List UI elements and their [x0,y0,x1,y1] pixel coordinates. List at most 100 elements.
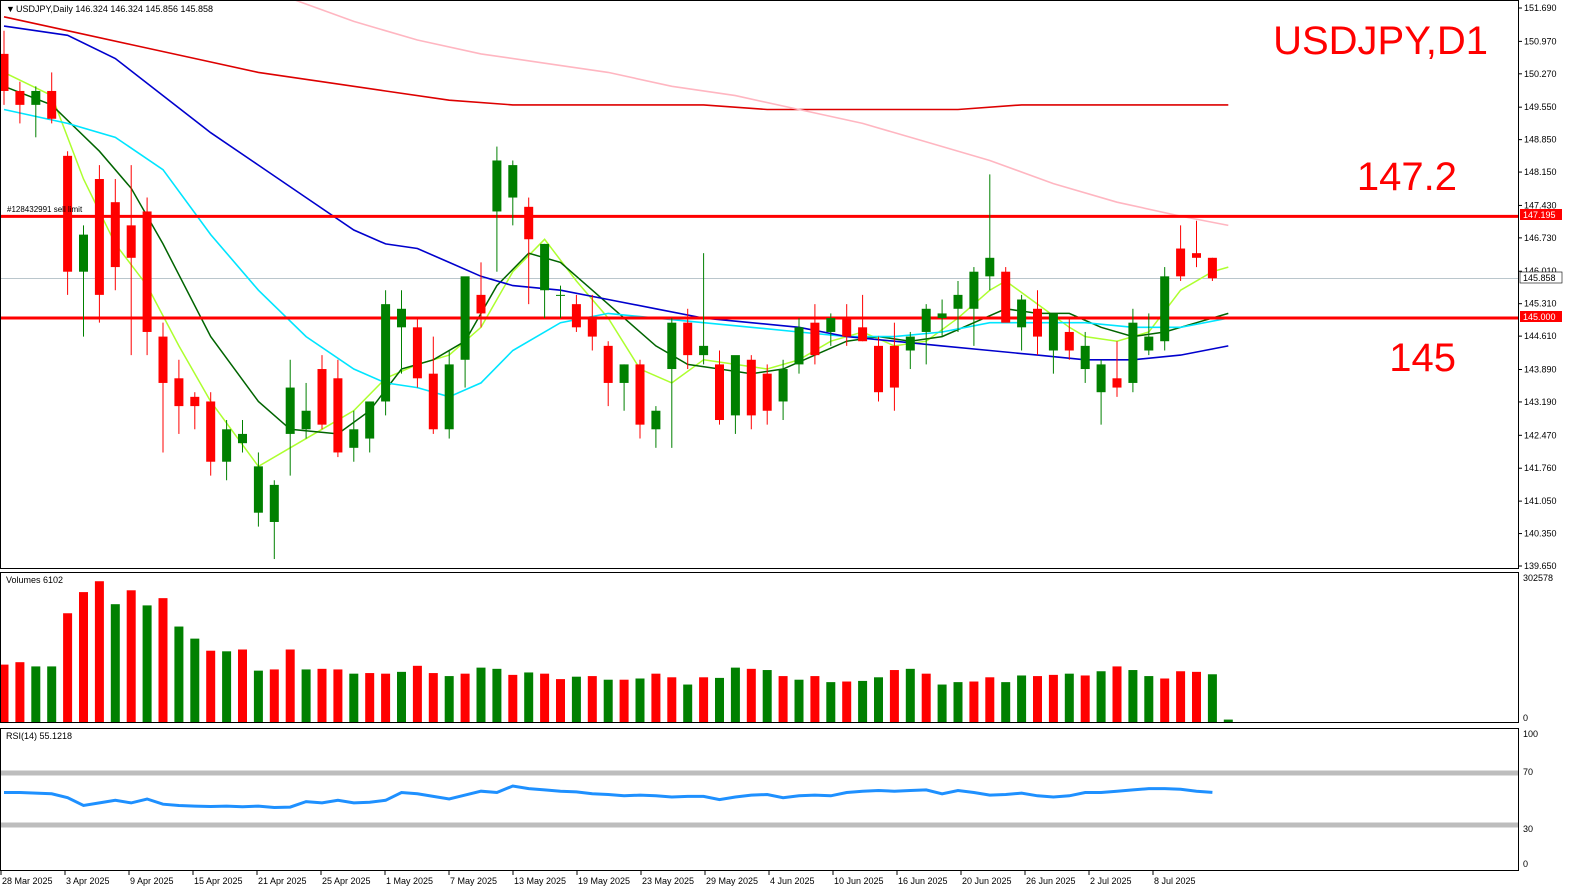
candle [683,308,693,370]
candle-body [842,318,852,337]
volume-bar [715,677,724,722]
candle [603,341,613,407]
candle [190,392,200,430]
menu-triangle-icon[interactable]: ▼ [6,4,15,14]
candle-body [810,322,820,356]
volume-bar [15,662,25,722]
candle [1080,331,1090,383]
candle-body [524,206,534,240]
rsi-line [4,784,1213,810]
candle [0,30,9,105]
rsi-indicator [1,770,1518,828]
candle-body [301,410,311,430]
volume-bar [1192,671,1201,722]
candle [746,355,756,430]
candle [158,322,168,453]
volume-bar [1144,676,1154,722]
candle-body [1128,322,1138,383]
volume-bar [1176,671,1186,722]
candle-body [540,243,550,291]
volume-bar [969,681,979,722]
volume-bar [301,669,311,722]
volume-bar [1080,675,1090,722]
candle [524,197,534,305]
candles[interactable] [0,30,1217,560]
candle [858,294,868,342]
rsi-level-0: 0 [1523,859,1528,869]
date-label: 19 May 2025 [578,876,630,886]
candle [715,350,724,425]
volume-bar [253,670,263,722]
candle [428,336,438,434]
candle [349,410,359,462]
volume-bar [460,673,470,722]
candle [778,359,788,421]
horizontal-levels[interactable] [1,214,1518,320]
rsi-level-30: 30 [1523,824,1533,834]
support-price-label: 145.000 [1523,312,1556,322]
volume-bar [365,673,375,722]
price-tick-label: 151.690 [1524,3,1557,13]
volume-bar [1112,666,1122,722]
candle [381,290,391,416]
candle [444,350,454,439]
volume-bar [333,669,343,722]
candle-body [715,364,724,421]
candle-body [905,336,915,351]
candle-body [476,294,486,314]
price-tick-label: 143.190 [1524,397,1557,407]
volume-bar [63,613,73,722]
resistance-annotation: 147.2 [1357,155,1457,199]
date-label: 10 Jun 2025 [834,876,884,886]
volume-bar [619,679,629,722]
chart-title: USDJPY,D1 [1273,19,1488,63]
volume-bar [428,673,438,722]
volume-bar [826,682,836,722]
candle-body [365,401,375,439]
candle-body [1207,257,1217,279]
date-label: 25 Apr 2025 [322,876,371,886]
candle [285,359,295,476]
volume-bar [842,681,852,722]
candle-body [47,90,57,119]
candle [126,165,136,356]
volume-bar [921,673,931,722]
candle [47,72,57,124]
price-tick-label: 147.430 [1524,200,1557,210]
volume-bar [635,678,645,722]
candle [31,86,41,138]
volume-bar [317,668,327,722]
candle-body [699,345,709,356]
date-label: 26 Jun 2025 [1026,876,1076,886]
candle-body [683,322,693,356]
price-tick-label: 141.050 [1524,496,1557,506]
volume-bar [603,679,613,722]
moving-average-ma_red [3,16,1229,111]
candle-body [1017,299,1027,328]
candle-body [206,401,216,462]
volume-bar [1048,674,1058,722]
volume-bar [730,667,740,722]
candle [1207,257,1217,281]
candle [206,392,216,476]
candle-body [158,336,168,383]
rsi-panel-frame [0,728,1519,871]
volume-bar [937,684,947,722]
candle [1064,318,1074,360]
volume-bar [412,665,422,722]
candle [333,359,343,458]
candle-body [746,359,756,416]
volume-bar [222,651,232,722]
volume-bar [540,673,550,722]
volume-bar [699,677,709,722]
candle-body [444,364,454,430]
volume-bar [556,679,565,722]
price-tick-label: 150.970 [1524,36,1557,46]
candle [1096,359,1106,425]
volume-bar [985,677,995,722]
candle [842,304,852,346]
date-label: 23 May 2025 [642,876,694,886]
volume-bar [126,590,136,722]
candle-body [921,308,931,332]
volume-bar [1128,670,1138,722]
